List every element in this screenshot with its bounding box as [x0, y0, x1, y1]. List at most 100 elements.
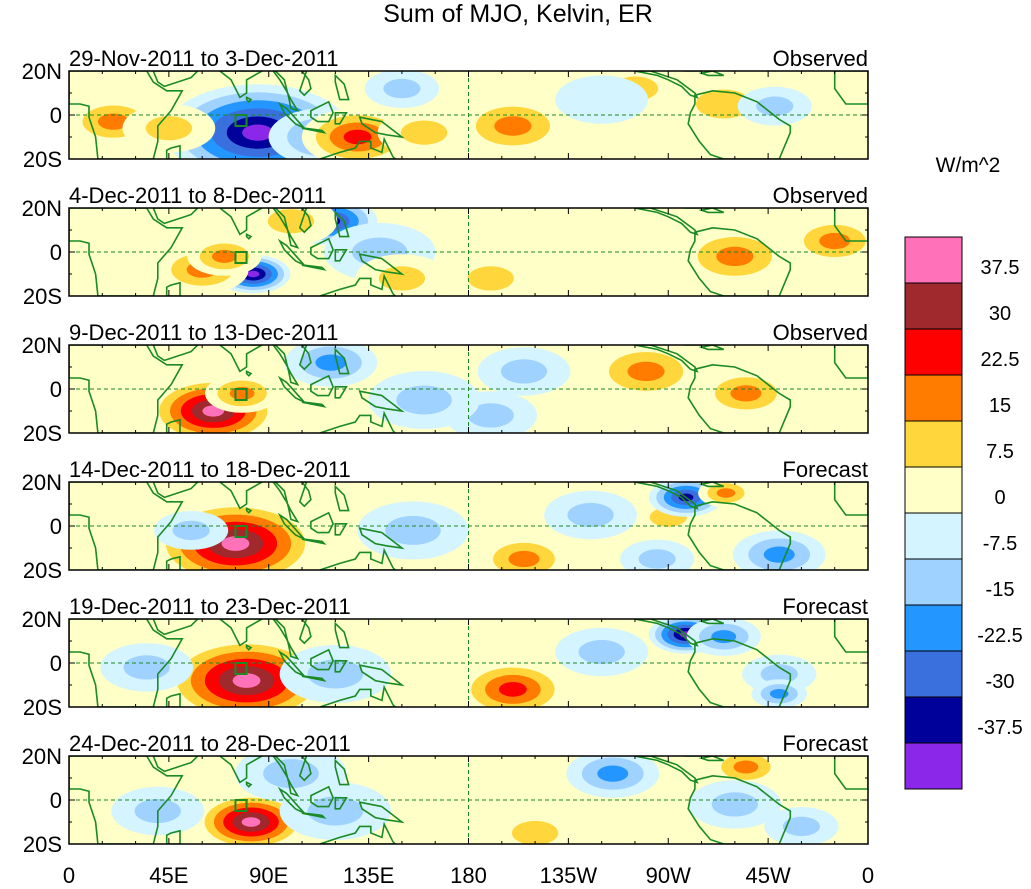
- panel: 20N 0 20S 19-Dec-2011 to 23-Dec-2011 Forecas…: [22, 594, 869, 720]
- x-tick-label: 90E: [249, 863, 288, 888]
- colorbar-swatch: [904, 466, 963, 514]
- panel-date-range: 9-Dec-2011 to 13-Dec-2011: [69, 320, 338, 345]
- coastline: [334, 621, 350, 649]
- anomaly-contour: [555, 75, 649, 124]
- coastline: [319, 410, 397, 433]
- colorbar-swatch: [904, 558, 963, 606]
- coastline: [152, 482, 199, 499]
- panel-status-label: Observed: [773, 183, 868, 208]
- x-tick-label: 135E: [343, 863, 394, 888]
- x-tick-label: 135W: [540, 863, 598, 888]
- coastline: [165, 692, 181, 707]
- panel: 20N 0 20S 24-Dec-2011 to 28-Dec-2011 Forecas…: [22, 731, 869, 857]
- y-tick-label: 20N: [22, 607, 62, 632]
- colorbar-swatch: [904, 328, 963, 376]
- coastline: [272, 756, 300, 798]
- anomaly-contour: [716, 246, 754, 267]
- coastline: [833, 345, 868, 379]
- coastline: [310, 237, 334, 260]
- anomaly-contour: [760, 664, 798, 684]
- coastline: [301, 264, 327, 271]
- panel-status-label: Forecast: [782, 457, 868, 482]
- coastline: [634, 345, 699, 373]
- x-tick-label: 90W: [646, 863, 691, 888]
- x-tick-label: 180: [450, 863, 487, 888]
- index-box-marker: [234, 251, 248, 264]
- panel-date-range: 19-Dec-2011 to 23-Dec-2011: [69, 594, 351, 619]
- coastline: [634, 619, 699, 647]
- anomaly-contour: [396, 385, 452, 415]
- colorbar-swatch: [904, 374, 963, 422]
- coastline: [69, 482, 184, 570]
- y-tick-label: 0: [50, 103, 62, 128]
- anomaly-contour: [315, 354, 347, 371]
- coastline: [301, 538, 327, 545]
- y-tick-label: 20N: [22, 470, 62, 495]
- coastline: [310, 785, 334, 808]
- panel-field: [69, 345, 868, 433]
- y-tick-label: 20N: [22, 196, 62, 221]
- anomaly-contour: [241, 817, 261, 827]
- coastline: [277, 375, 305, 403]
- anomaly-contour: [508, 550, 540, 568]
- anomaly-contour: [97, 113, 129, 130]
- coastline: [334, 249, 348, 262]
- coastline: [319, 821, 397, 844]
- coastline: [152, 756, 199, 773]
- y-tick-label: 0: [50, 788, 62, 813]
- coastline: [687, 637, 792, 707]
- anomaly-contour: [716, 488, 736, 498]
- coastline: [272, 482, 300, 524]
- coastline: [334, 347, 350, 375]
- anomaly-contour: [145, 116, 193, 141]
- colorbar-label: -30: [986, 671, 1015, 693]
- anomaly-contour: [383, 78, 421, 99]
- colorbar-label: -15: [986, 579, 1015, 601]
- coastline: [833, 619, 868, 653]
- anomaly-contour: [733, 760, 759, 774]
- coastline: [833, 71, 868, 105]
- coastline: [277, 786, 305, 814]
- coastline: [301, 812, 327, 819]
- coastline: [245, 96, 253, 103]
- coastline: [245, 233, 253, 240]
- coastline: [69, 756, 184, 844]
- anomaly-contour: [567, 502, 614, 528]
- coastline: [165, 281, 181, 296]
- coastline: [298, 619, 312, 645]
- coastline: [218, 482, 264, 510]
- panel-date-range: 14-Dec-2011 to 18-Dec-2011: [69, 457, 351, 482]
- anomaly-contour: [221, 536, 250, 551]
- coastline: [634, 208, 699, 236]
- coastline: [319, 684, 397, 707]
- y-tick-label: 0: [50, 377, 62, 402]
- coastline: [310, 511, 334, 534]
- coastline: [334, 523, 348, 536]
- colorbar-label: 7.5: [986, 441, 1014, 463]
- anomaly-contour: [627, 361, 665, 382]
- panel-date-range: 29-Nov-2011 to 3-Dec-2011: [69, 46, 338, 71]
- colorbar-swatch: [904, 512, 963, 560]
- y-tick-label: 0: [50, 651, 62, 676]
- colorbar-label: 37.5: [981, 257, 1020, 279]
- colorbar-label: -7.5: [983, 533, 1017, 555]
- coastline: [310, 648, 334, 671]
- anomaly-contour: [756, 96, 794, 116]
- coastline: [69, 71, 184, 159]
- coastline: [833, 756, 868, 790]
- index-box-marker: [234, 525, 248, 538]
- colorbar-units: W/m^2: [936, 154, 1001, 177]
- coastline: [358, 801, 405, 824]
- index-box-marker: [234, 662, 248, 675]
- coastline: [245, 370, 253, 377]
- anomaly-contour: [597, 765, 629, 782]
- y-tick-label: 20S: [23, 695, 62, 720]
- coastline: [334, 484, 350, 512]
- y-tick-label: 20S: [23, 832, 62, 857]
- anomaly-contour: [730, 385, 762, 402]
- y-tick-label: 20S: [23, 421, 62, 446]
- anomaly-contour: [263, 759, 319, 789]
- colorbar-swatch: [904, 696, 963, 744]
- colorbar-label: -22.5: [977, 625, 1023, 647]
